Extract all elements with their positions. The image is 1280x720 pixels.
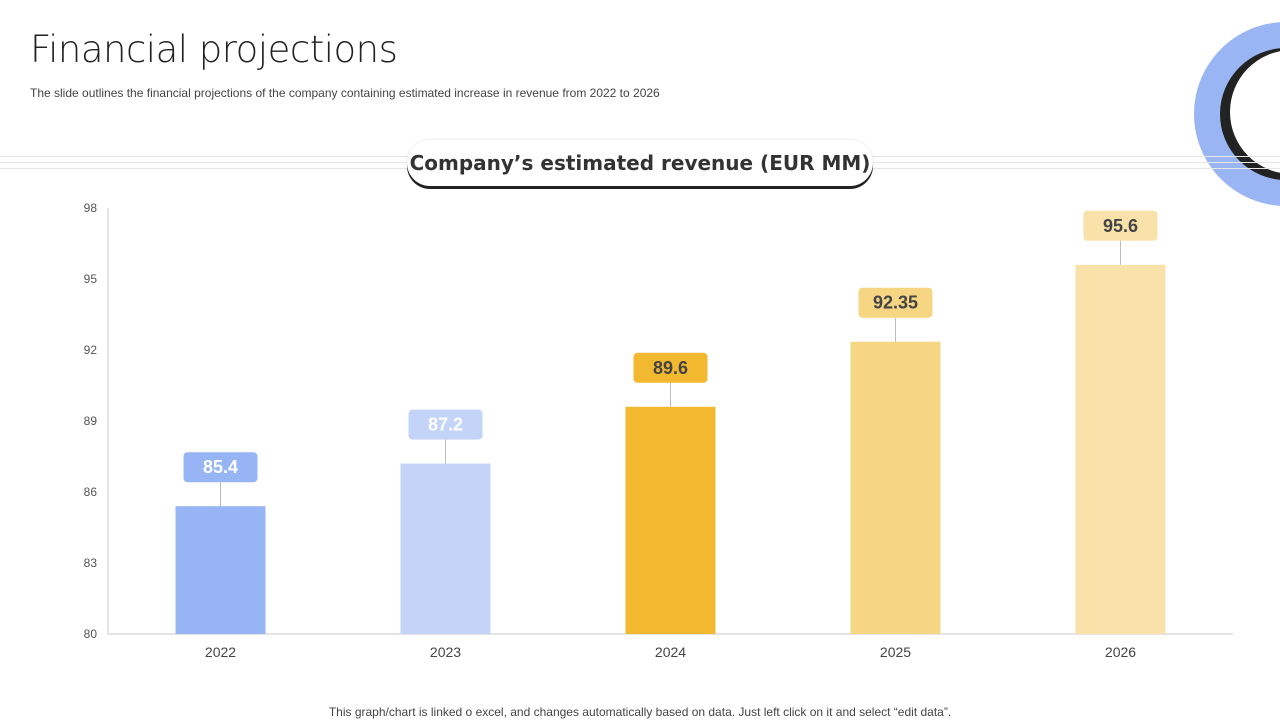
data-label-box bbox=[183, 452, 258, 483]
data-label: 92.35 bbox=[873, 293, 918, 313]
y-tick-label: 80 bbox=[84, 627, 98, 641]
revenue-bar-chart[interactable]: 80 83 86 89 92 95 98 85.4 2022 87.2 2023 89.6 2024 92… bbox=[0, 190, 1280, 680]
data-label-box bbox=[408, 409, 483, 440]
data-label-box bbox=[633, 352, 708, 383]
page-subtitle: The slide outlines the financial project… bbox=[30, 86, 660, 100]
bar-2022 bbox=[175, 506, 266, 634]
x-tick-label: 2026 bbox=[1105, 644, 1136, 660]
y-tick-label: 98 bbox=[84, 201, 98, 215]
y-tick-label: 92 bbox=[84, 343, 98, 357]
x-tick-label: 2023 bbox=[430, 644, 461, 660]
footer-note: This graph/chart is linked o excel, and … bbox=[328, 705, 952, 719]
x-tick-label: 2024 bbox=[655, 644, 686, 660]
data-label: 85.4 bbox=[203, 457, 238, 477]
bar-2024 bbox=[625, 406, 716, 634]
y-tick-label: 89 bbox=[84, 414, 98, 428]
bar-2026 bbox=[1075, 264, 1166, 634]
data-label: 89.6 bbox=[653, 358, 688, 378]
data-label-box bbox=[858, 287, 933, 318]
bar-2023 bbox=[400, 463, 491, 634]
data-label-box bbox=[1083, 210, 1158, 241]
x-tick-label: 2022 bbox=[205, 644, 236, 660]
y-tick-label: 86 bbox=[84, 485, 98, 499]
decorative-ring-icon bbox=[1194, 22, 1280, 206]
data-label: 95.6 bbox=[1103, 216, 1138, 236]
bar-2025 bbox=[850, 341, 941, 634]
y-tick-label: 95 bbox=[84, 272, 98, 286]
page-title: Financial projections bbox=[30, 28, 398, 71]
chart-heading: Company’s estimated revenue (EUR MM) bbox=[407, 140, 873, 186]
data-label: 87.2 bbox=[428, 415, 463, 435]
x-tick-label: 2025 bbox=[880, 644, 911, 660]
deco-inner-white bbox=[1230, 51, 1280, 173]
y-tick-label: 83 bbox=[84, 556, 98, 570]
